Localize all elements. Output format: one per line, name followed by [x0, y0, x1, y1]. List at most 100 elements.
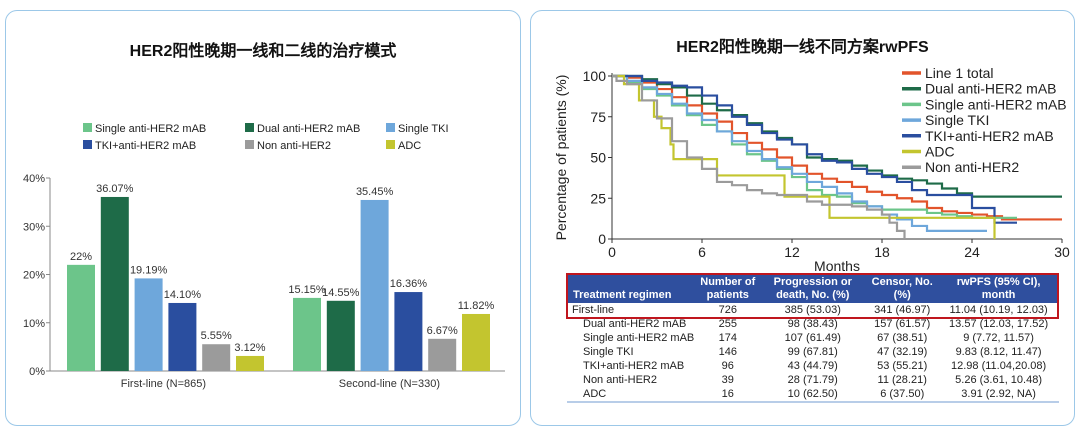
legend-swatch [245, 123, 254, 132]
legend-swatch [386, 123, 395, 132]
table-cell: 3.91 (2.92, NA) [938, 387, 1059, 403]
table-cell: Single anti-HER2 mAB [583, 332, 695, 344]
table-header-cell: rwPFS (95% CI), month [938, 275, 1059, 303]
table-header-cell: Censor, No. (%) [866, 275, 939, 303]
table-cell: 96 [721, 360, 734, 372]
bar-value-label: 5.55% [201, 330, 232, 342]
km-legend-label: Non anti-HER2 [925, 159, 1019, 175]
bar-value-label: 19.19% [130, 264, 168, 276]
bar [134, 278, 163, 371]
table-cell: 5.26 (3.61, 10.48) [955, 374, 1042, 386]
table-header-cell: Number of patients [696, 275, 760, 303]
table-cell: 255 [718, 318, 737, 330]
table-cell: First-line [572, 304, 615, 316]
legend-label: Dual anti-HER2 mAB [257, 123, 360, 135]
table-header-cell: Treatment regimen [567, 275, 697, 303]
bar-value-label: 3.12% [234, 342, 265, 354]
y-tick-label: 10% [23, 318, 45, 330]
table-cell: Single TKI [583, 346, 634, 358]
y-tick-label: 30% [23, 221, 45, 233]
table-cell: 99 (67.81) [787, 346, 838, 358]
km-y-tick-label: 0 [598, 231, 606, 247]
km-x-tick-label: 6 [698, 244, 706, 260]
table-header-cell: Progression or death, No. (%) [759, 275, 867, 303]
table-row: First-line 726 385 (53.03) 341 (46.97) 11.04… [567, 303, 1059, 317]
legend-swatch [245, 140, 254, 149]
bar-value-label: 14.55% [322, 287, 360, 299]
km-legend-label: ADC [925, 144, 955, 160]
table-row: ADC 16 10 (62.50) 6 (37.50) 3.91 (2.92, NA) [567, 387, 1059, 403]
table-cell: 385 (53.03) [784, 304, 841, 316]
table-cell: 98 (38.43) [787, 318, 838, 330]
bar [394, 292, 423, 371]
km-curve-non-anti-her2 [612, 74, 906, 239]
km-y-axis-label: Percentage of patients (%) [553, 75, 569, 241]
table-cell: 28 (71.79) [787, 374, 838, 386]
km-y-tick-label: 50 [590, 150, 606, 166]
km-legend-label: Line 1 total [925, 65, 994, 81]
table-cell: 174 [718, 332, 737, 344]
table-row: Single TKI 146 99 (67.81) 47 (32.19) 9.83 (8… [567, 345, 1059, 359]
table-cell: 146 [718, 346, 737, 358]
legend-label: Non anti-HER2 [257, 140, 331, 152]
bar [462, 313, 490, 371]
table-cell: 11.04 (10.19, 12.03) [949, 304, 1048, 316]
km-legend-label: Single TKI [925, 112, 989, 128]
km-y-tick-label: 75 [590, 109, 606, 125]
km-curve-tki-anti-her2-mab [612, 74, 1017, 224]
table-cell: 13.57 (12.03, 17.52) [949, 318, 1049, 330]
km-x-tick-label: 0 [608, 244, 616, 260]
table-cell: 11 (28.21) [877, 374, 927, 386]
legend-swatch [83, 140, 92, 149]
km-legend-label: TKI+anti-HER2 mAB [925, 128, 1054, 144]
legend-label: ADC [398, 140, 421, 152]
legend-swatch [386, 140, 395, 149]
bar [326, 300, 355, 371]
table-cell: 726 [718, 304, 737, 316]
table-cell: 9 (7.72, 11.57) [963, 332, 1034, 344]
km-x-tick-label: 30 [1054, 244, 1070, 260]
bar-value-label: 35.45% [356, 186, 394, 198]
legend-swatch [83, 123, 92, 132]
legend-label: Single TKI [398, 123, 449, 135]
table-cell: ADC [567, 387, 697, 403]
km-x-axis-label: Months [814, 258, 860, 274]
table-cell: Dual anti-HER2 mAB [583, 318, 687, 330]
bar-value-label: 6.67% [427, 325, 458, 337]
table-header-row: Treatment regimen Number of patients Progr… [567, 275, 1059, 303]
table-cell: 107 (61.49) [784, 332, 841, 344]
table-row: Single anti-HER2 mAB 174 107 (61.49) 67 (38… [567, 331, 1059, 345]
bar-value-label: 36.07% [96, 183, 134, 195]
table-cell: Non anti-HER2 [583, 374, 657, 386]
table-row: Non anti-HER2 39 28 (71.79) 11 (28.21) 5.26 … [567, 373, 1059, 387]
bar [360, 199, 389, 371]
bar-value-label: 16.36% [390, 278, 428, 290]
bar [236, 355, 264, 371]
table-cell: 12.98 (11.04,20.08) [950, 360, 1047, 372]
km-legend-label: Single anti-HER2 mAB [925, 96, 1067, 112]
rwpfs-table: Treatment regimen Number of patients Progr… [567, 275, 1059, 403]
bar [202, 344, 231, 371]
bar-value-label: 11.82% [458, 300, 495, 312]
table-cell: 341 (46.97) [874, 304, 931, 316]
table-cell: TKI+anti-HER2 mAB [583, 360, 685, 372]
table-cell: 53 (55.21) [877, 360, 928, 372]
km-x-tick-label: 18 [874, 244, 890, 260]
km-curve-adc [612, 74, 996, 239]
table-cell: 9.83 (8.12, 11.47) [955, 346, 1042, 358]
km-x-tick-label: 12 [784, 244, 800, 260]
table-cell: 157 (61.57) [874, 318, 931, 330]
y-tick-label: 0% [29, 366, 45, 378]
bar [428, 338, 457, 371]
bar-value-label: 15.15% [288, 284, 326, 296]
legend-label: Single anti-HER2 mAB [95, 123, 206, 135]
km-y-tick-label: 100 [583, 68, 607, 84]
x-category-label: Second-line (N=330) [339, 378, 440, 390]
table-cell: 16 [696, 387, 760, 403]
table-row: TKI+anti-HER2 mAB 96 43 (44.79) 53 (55.21) 1… [567, 359, 1059, 373]
table-cell: 10 (62.50) [759, 387, 867, 403]
table-cell: 43 (44.79) [787, 360, 838, 372]
km-x-tick-label: 24 [964, 244, 980, 260]
bar-value-label: 22% [70, 251, 92, 263]
